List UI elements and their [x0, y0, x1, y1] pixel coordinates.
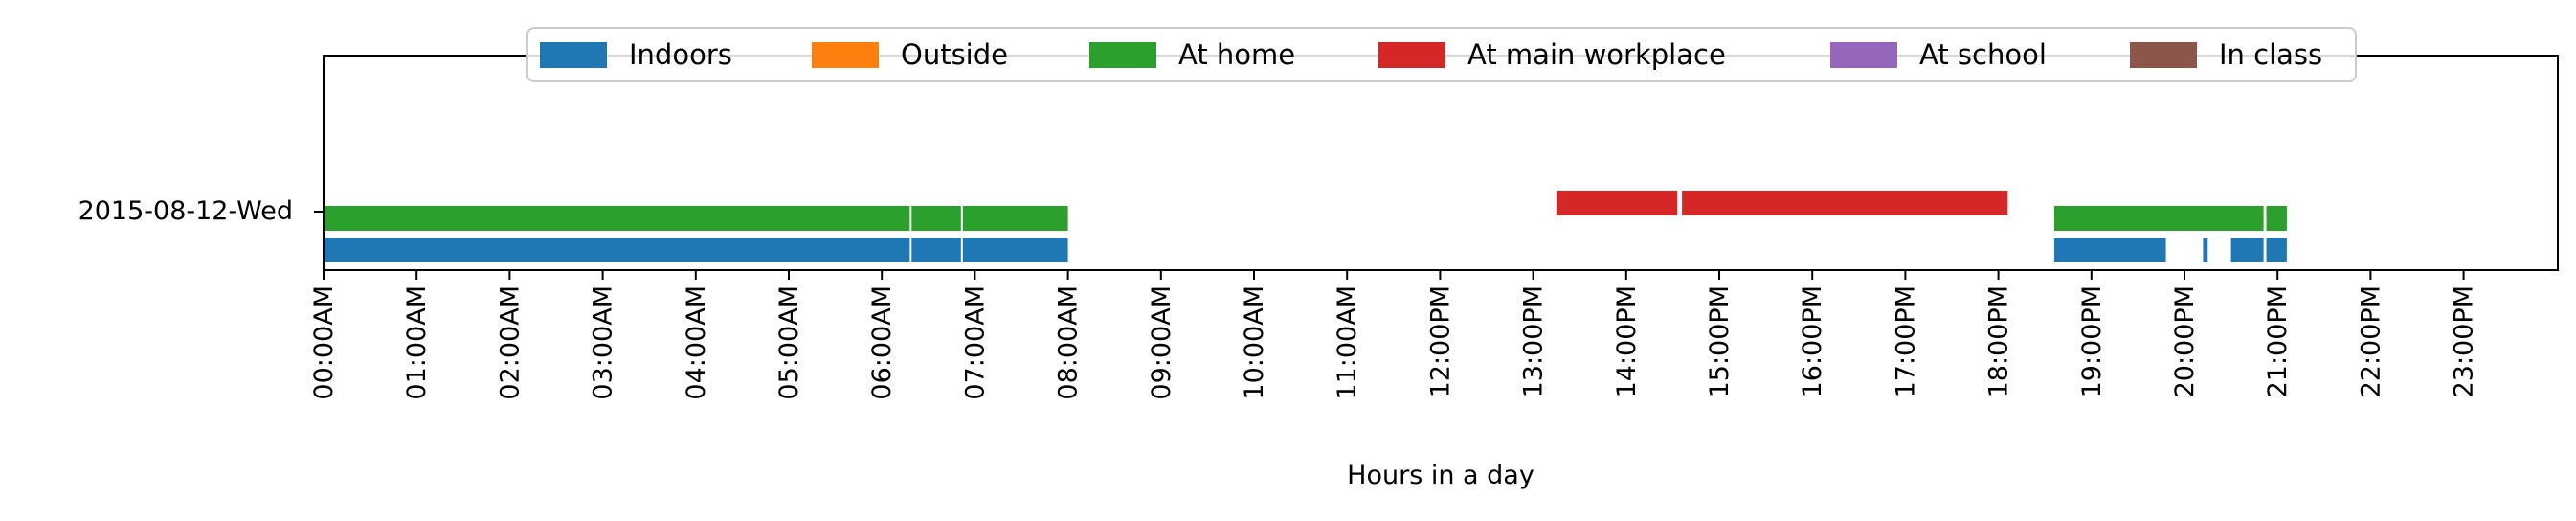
- bar-at-main-workplace: [1682, 191, 2008, 215]
- x-tick-label: 17:00PM: [1891, 285, 1920, 397]
- x-tick-label: 23:00PM: [2450, 285, 2479, 397]
- bar-indoors: [2266, 238, 2287, 262]
- bar-at-home: [2266, 206, 2287, 231]
- y-tick-label: 2015-08-12-Wed: [78, 196, 293, 226]
- bar-at-home: [962, 206, 1068, 231]
- x-tick-label: 09:00AM: [1147, 285, 1176, 400]
- bar-at-home: [324, 206, 910, 231]
- x-tick-label: 08:00AM: [1054, 285, 1084, 400]
- legend: Indoors Outside At home At main workplace At…: [526, 27, 2357, 82]
- legend-label-at-main-workplace: At main workplace: [1467, 38, 1726, 71]
- bar-indoors: [2230, 238, 2264, 262]
- bar-indoors: [962, 238, 1068, 262]
- x-tick-label: 01:00AM: [402, 285, 432, 400]
- bar-at-main-workplace: [1556, 191, 1678, 215]
- legend-label-outside: Outside: [901, 38, 1008, 71]
- legend-label-indoors: Indoors: [629, 38, 732, 71]
- x-tick-label: 13:00PM: [1519, 285, 1549, 397]
- x-tick-label: 03:00AM: [589, 285, 618, 400]
- legend-swatch-at-school: [1830, 42, 1897, 68]
- legend-swatch-indoors: [540, 42, 607, 68]
- x-tick-label: 06:00AM: [867, 285, 897, 400]
- x-tick-label: 02:00AM: [495, 285, 525, 400]
- legend-swatch-in-class: [2130, 42, 2197, 68]
- x-tick-label: 00:00AM: [309, 285, 339, 400]
- x-tick-label: 22:00PM: [2356, 285, 2386, 397]
- legend-swatch-outside: [812, 42, 879, 68]
- x-tick-label: 10:00AM: [1240, 285, 1269, 400]
- x-tick-label: 18:00PM: [1984, 285, 2014, 397]
- x-axis-label: Hours in a day: [1347, 461, 1534, 490]
- bar-indoors: [2053, 238, 2166, 262]
- x-tick-label: 07:00AM: [960, 285, 990, 400]
- x-tick-label: 11:00AM: [1333, 285, 1362, 400]
- legend-swatch-at-home: [1089, 42, 1156, 68]
- bar-at-home: [2053, 206, 2264, 231]
- x-tick-label: 12:00PM: [1425, 285, 1455, 397]
- x-tick-label: 05:00AM: [774, 285, 804, 400]
- x-tick-label: 20:00PM: [2170, 285, 2200, 397]
- legend-label-in-class: In class: [2219, 38, 2322, 71]
- x-tick-label: 14:00PM: [1612, 285, 1642, 397]
- x-tick-label: 04:00AM: [682, 285, 711, 400]
- bars-layer: [324, 191, 2287, 262]
- x-tick-label: 19:00PM: [2077, 285, 2107, 397]
- x-tick-label: 16:00PM: [1798, 285, 1827, 397]
- legend-swatch-at-main-workplace: [1378, 42, 1445, 68]
- bar-at-home: [911, 206, 961, 231]
- bar-indoors: [324, 238, 910, 262]
- x-tick-label: 21:00PM: [2263, 285, 2293, 397]
- legend-label-at-school: At school: [1919, 38, 2047, 71]
- bar-indoors: [911, 238, 961, 262]
- legend-label-at-home: At home: [1178, 38, 1295, 71]
- x-tick-label: 15:00PM: [1705, 285, 1735, 397]
- bar-indoors: [2203, 238, 2208, 262]
- x-ticks: 00:00AM 01:00AM 02:00AM 03:00AM 04:00AM 05:00…: [309, 270, 2479, 400]
